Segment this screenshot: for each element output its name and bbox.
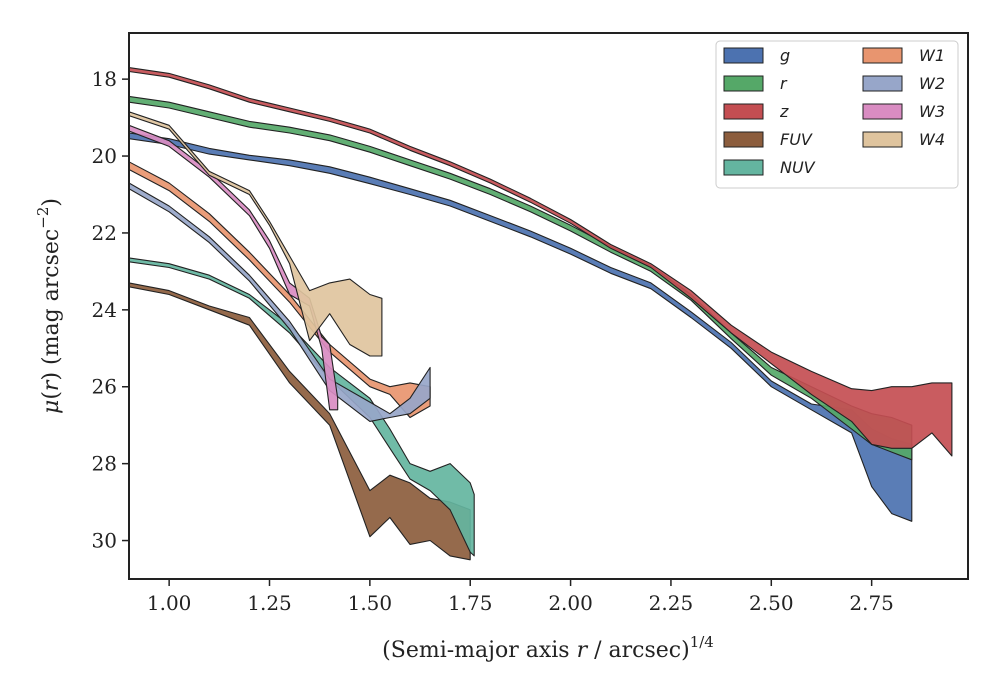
band-nuv bbox=[129, 257, 475, 557]
legend-swatch-nuv bbox=[723, 159, 764, 176]
y-tick-label: 22 bbox=[92, 221, 117, 245]
legend-label-z: z bbox=[779, 102, 789, 121]
band-w2 bbox=[129, 182, 431, 422]
plot-frame bbox=[128, 32, 969, 580]
y-tick-label: 18 bbox=[92, 67, 117, 91]
x-tick-label: 2.50 bbox=[749, 591, 794, 615]
y-axis: 18 20 22 24 26 28 30 bbox=[92, 67, 129, 553]
legend-label-w1: W1 bbox=[919, 46, 945, 65]
band-w1 bbox=[129, 161, 431, 419]
legend-swatch-w3 bbox=[862, 103, 903, 120]
y-axis-title: μ(r) (mag arcsec−2) bbox=[34, 198, 64, 414]
y-tick-label: 30 bbox=[92, 529, 117, 553]
y-tick-label: 28 bbox=[92, 452, 117, 476]
x-tick-label: 2.00 bbox=[548, 591, 593, 615]
x-tick-label: 2.25 bbox=[649, 591, 694, 615]
legend-swatch-g bbox=[723, 47, 764, 64]
legend: grz FUV NUV W1 W2 W3 W4 bbox=[715, 40, 959, 189]
legend-swatch-z bbox=[723, 103, 764, 120]
band-g bbox=[129, 132, 913, 522]
x-tick-label: 1.00 bbox=[147, 591, 192, 615]
band-fuv bbox=[129, 282, 471, 561]
legend-label-g: g bbox=[780, 46, 790, 65]
x-tick-label: 1.75 bbox=[448, 591, 493, 615]
legend-label-fuv: FUV bbox=[780, 130, 813, 149]
legend-swatch-fuv bbox=[723, 131, 764, 148]
plot-area bbox=[129, 67, 953, 561]
legend-label-w2: W2 bbox=[919, 74, 945, 93]
band-z bbox=[129, 67, 953, 457]
legend-label-w3: W3 bbox=[919, 102, 945, 121]
legend-swatch-w1 bbox=[862, 47, 903, 64]
y-tick-label: 20 bbox=[92, 144, 117, 168]
legend-label-r: r bbox=[780, 74, 788, 93]
x-tick-label: 1.25 bbox=[247, 591, 292, 615]
x-tick-label: 1.50 bbox=[348, 591, 393, 615]
legend-swatch-w4 bbox=[862, 131, 903, 148]
legend-label-w4: W4 bbox=[919, 130, 945, 149]
band-w4 bbox=[129, 111, 383, 357]
x-axis: 1.00 1.25 1.50 1.75 2.00 2.25 2.50 2.75 bbox=[147, 579, 894, 615]
legend-swatch-w2 bbox=[862, 75, 903, 92]
x-axis-title: (Semi-major axis r / arcsec)1/4 bbox=[382, 633, 714, 663]
x-tick-label: 2.75 bbox=[849, 591, 894, 615]
y-tick-label: 26 bbox=[92, 375, 117, 399]
band-w3 bbox=[129, 124, 339, 411]
legend-swatch-r bbox=[723, 75, 764, 92]
band-r bbox=[129, 95, 913, 461]
y-tick-label: 24 bbox=[92, 298, 117, 322]
legend-label-nuv: NUV bbox=[780, 158, 816, 177]
